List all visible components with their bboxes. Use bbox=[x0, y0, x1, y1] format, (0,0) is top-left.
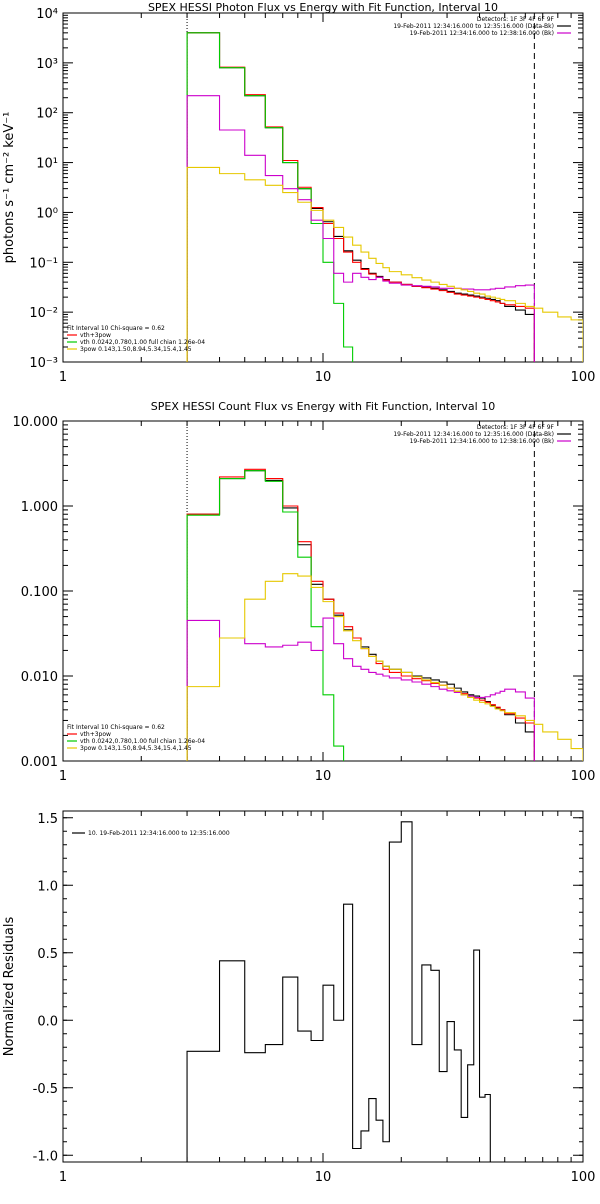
series-step-line-5 bbox=[186, 573, 583, 761]
series-step-line-5 bbox=[186, 166, 583, 362]
x-tick-label: 100 bbox=[571, 1170, 596, 1185]
legend-bottom-text: 3pow 0.143,1.50,8.94,5.34,15.4,1.45 bbox=[80, 346, 192, 353]
series-step-line-4 bbox=[186, 95, 535, 362]
chart-panel-2: SPEX HESSI Count Flux vs Energy with Fit… bbox=[13, 400, 596, 784]
y-tick-label: 10³ bbox=[36, 57, 58, 72]
x-tick-label: 100 bbox=[571, 769, 596, 784]
legend-top-text: Detectors: 1F 3F 4F 6F 9F bbox=[477, 16, 555, 23]
y-tick-label: 0.001 bbox=[21, 755, 58, 770]
legend-bottom-text: Fit Interval 10 Chi-square = 0.62 bbox=[67, 325, 165, 332]
x-tick-label: 10 bbox=[315, 769, 332, 784]
series-step-line-2 bbox=[186, 468, 535, 761]
chart-panel-1: SPEX HESSI Photon Flux vs Energy with Fi… bbox=[2, 1, 595, 385]
chart-title: SPEX HESSI Count Flux vs Energy with Fit… bbox=[151, 400, 495, 413]
series-step-line-1 bbox=[186, 470, 535, 761]
series-step-line-1 bbox=[186, 32, 535, 362]
y-tick-label: -1.0 bbox=[33, 1149, 58, 1164]
series-step-line-3 bbox=[186, 470, 345, 761]
y-tick-label: 1.000 bbox=[21, 500, 58, 515]
legend-bottom-text: vth+3pow bbox=[80, 332, 111, 339]
y-axis-label: Normalized Residuals bbox=[2, 917, 17, 1057]
x-tick-label: 1 bbox=[59, 769, 67, 784]
y-tick-label: 1.5 bbox=[37, 812, 58, 827]
legend-bottom-text: vth+3pow bbox=[80, 731, 111, 738]
series-step-line-3 bbox=[186, 32, 354, 362]
legend-inset-text: 10. 19-Feb-2011 12:34:16.000 to 12:35:16… bbox=[88, 830, 230, 837]
legend-bottom-text: vth 0.0242,0.780,1.00 full chian 1.26e-0… bbox=[80, 738, 205, 745]
x-tick-label: 1 bbox=[59, 1170, 67, 1185]
plot-frame bbox=[62, 12, 584, 363]
y-tick-label: 10⁰ bbox=[36, 206, 58, 221]
x-tick-label: 1 bbox=[59, 370, 67, 385]
legend-top-text: Detectors: 1F 3F 4F 6F 9F bbox=[477, 424, 555, 431]
y-tick-label: 0.5 bbox=[37, 947, 58, 962]
y-tick-label: 10² bbox=[36, 107, 58, 122]
x-tick-label: 10 bbox=[315, 370, 332, 385]
series-step-line-2 bbox=[186, 32, 535, 362]
y-tick-label: 10.000 bbox=[13, 415, 59, 430]
legend-bottom-text: 3pow 0.143,1.50,8.94,5.34,15.4,1.45 bbox=[80, 745, 192, 752]
series-group bbox=[186, 468, 583, 761]
series-step-line-4 bbox=[186, 617, 535, 761]
y-tick-label: -0.5 bbox=[33, 1082, 58, 1097]
y-tick-label: 10⁻² bbox=[29, 306, 58, 321]
series-step-line-1 bbox=[186, 821, 491, 1162]
y-tick-label: 0.010 bbox=[21, 670, 58, 685]
legend-bottom-text: Fit Interval 10 Chi-square = 0.62 bbox=[67, 724, 165, 731]
y-tick-label: 0.100 bbox=[21, 585, 58, 600]
legend-top-text: 19-Feb-2011 12:34:16.000 to 12:35:16.000… bbox=[393, 23, 554, 30]
legend-top-text: 19-Feb-2011 12:34:16.000 to 12:35:16.000… bbox=[393, 431, 554, 438]
y-tick-label: 0.0 bbox=[37, 1014, 58, 1029]
y-tick-label: 1.0 bbox=[37, 879, 58, 894]
x-tick-label: 10 bbox=[315, 1170, 332, 1185]
legend-top-text: 19-Feb-2011 12:34:16.000 to 12:38:16.000… bbox=[410, 30, 554, 37]
y-tick-label: 10¹ bbox=[36, 157, 58, 172]
y-axis-label: photons s⁻¹ cm⁻² keV⁻¹ bbox=[2, 112, 17, 264]
x-tick-label: 100 bbox=[571, 370, 596, 385]
y-tick-label: 10⁻³ bbox=[29, 356, 58, 371]
chart-title: SPEX HESSI Photon Flux vs Energy with Fi… bbox=[148, 1, 498, 14]
chart-panel-3: 1 10 100 -1.0 -0.5 0.0 0.5 1.0 1.5 Normalized Res… bbox=[2, 810, 596, 1185]
legend-top-text: 19-Feb-2011 12:34:16.000 to 12:38:16.000… bbox=[410, 438, 554, 445]
series-group bbox=[186, 821, 491, 1162]
legend-bottom-text: vth 0.0242,0.780,1.00 full chian 1.26e-0… bbox=[80, 339, 205, 346]
y-tick-label: 10⁻¹ bbox=[29, 256, 58, 271]
y-tick-label: 10⁴ bbox=[36, 7, 58, 22]
series-group bbox=[186, 32, 583, 362]
